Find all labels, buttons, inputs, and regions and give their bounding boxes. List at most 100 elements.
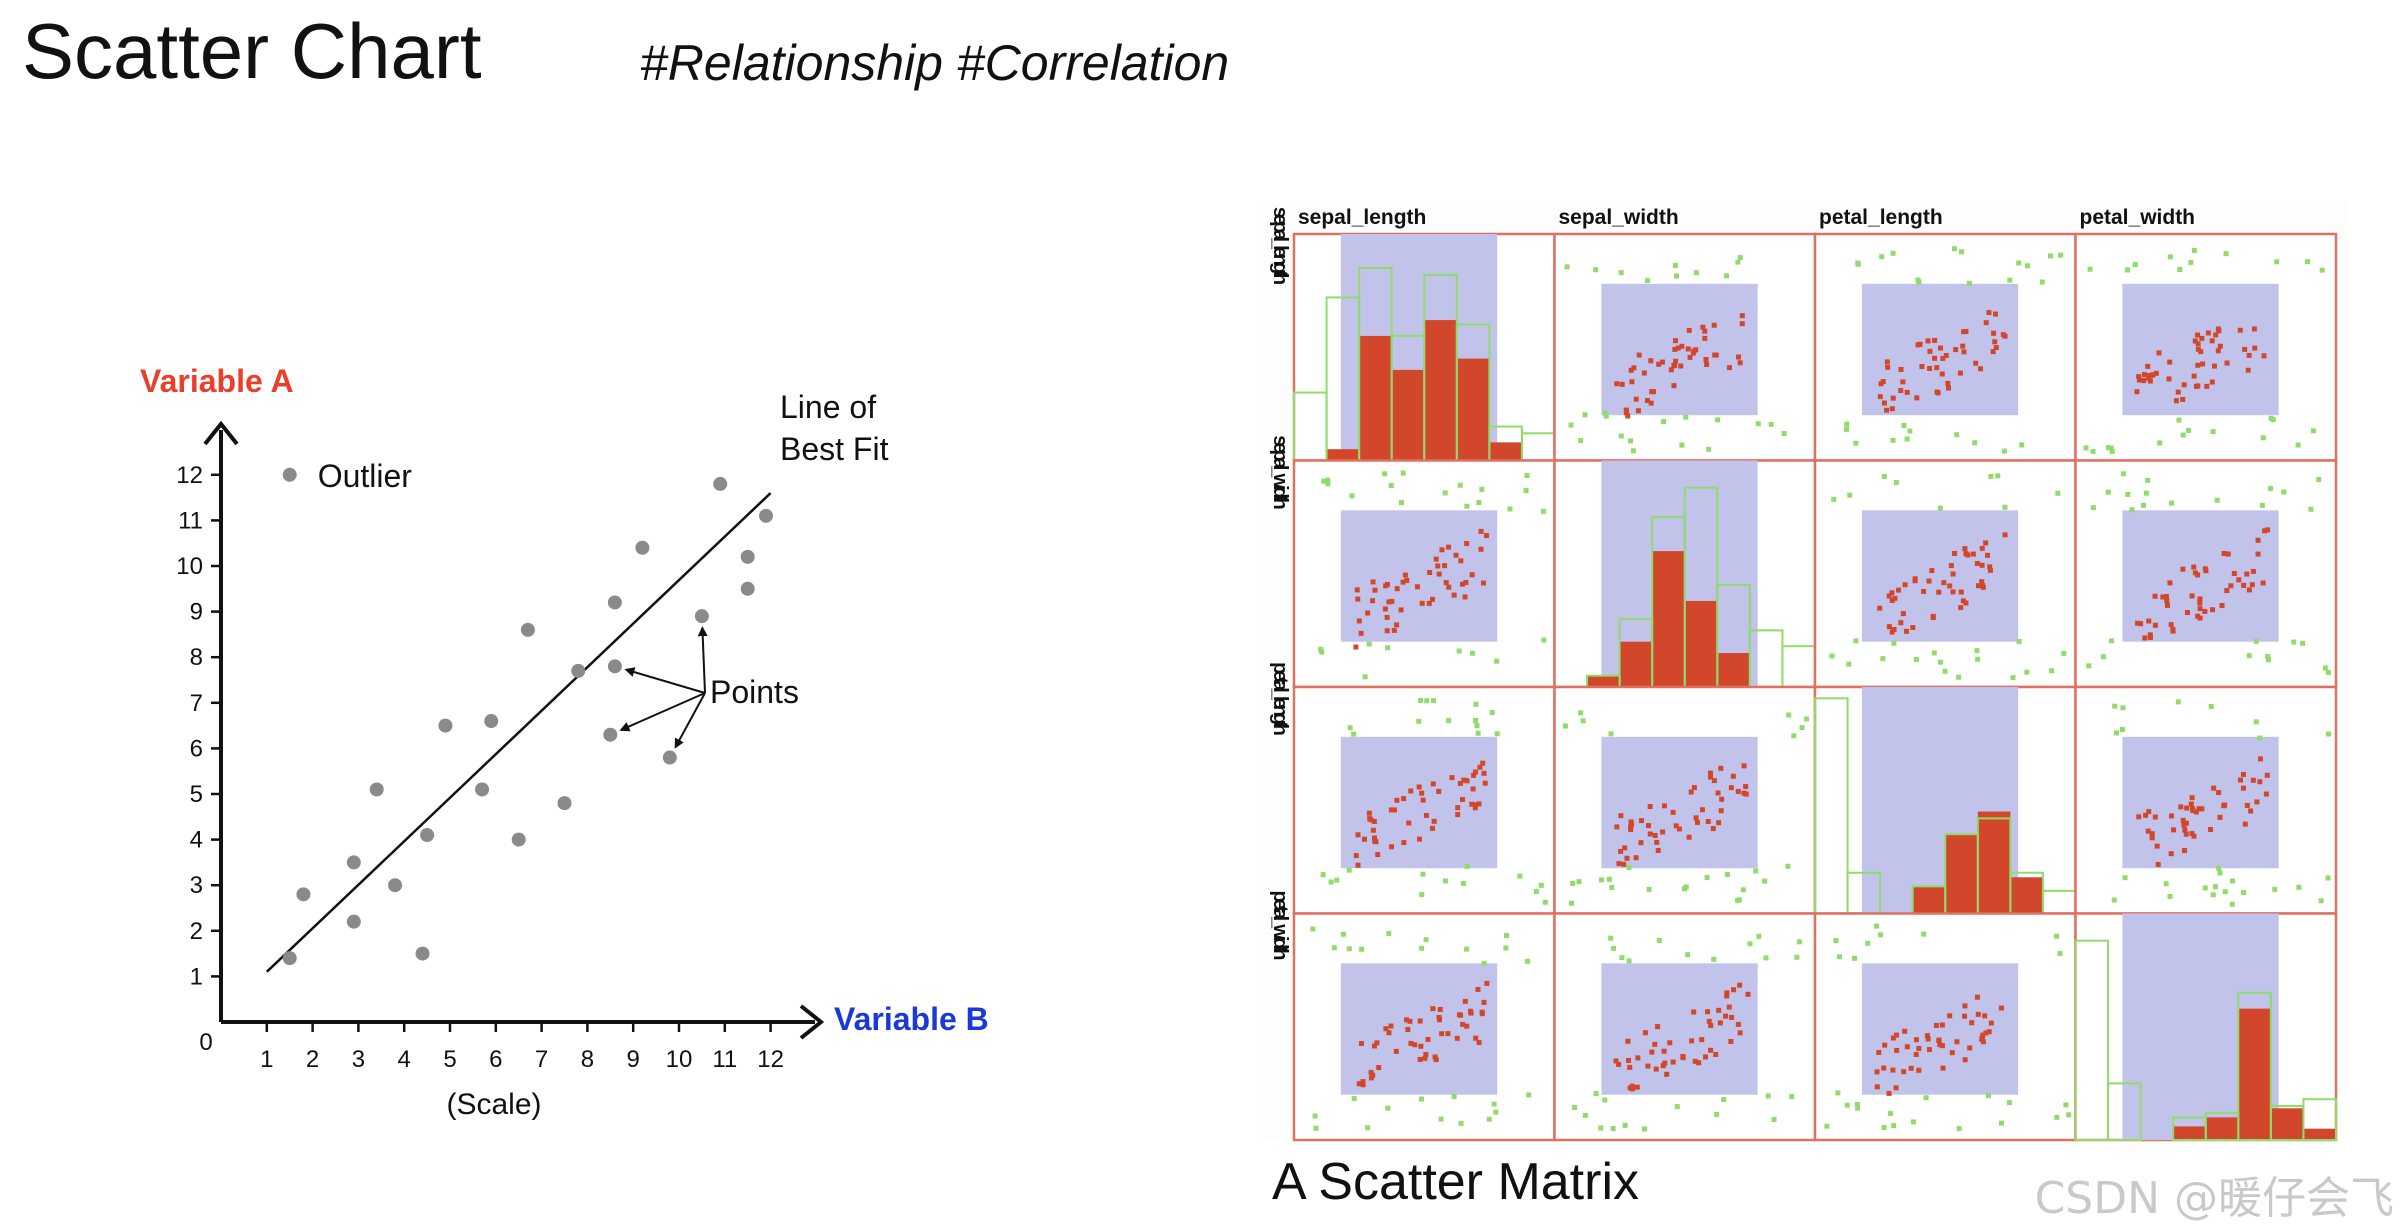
data-point bbox=[740, 581, 755, 596]
matrix-point bbox=[1974, 648, 1980, 654]
matrix-point-selected bbox=[1638, 840, 1644, 846]
matrix-point-selected bbox=[1628, 824, 1634, 830]
matrix-point-selected bbox=[2246, 352, 2252, 358]
matrix-point-selected bbox=[1949, 1050, 1955, 1056]
data-point bbox=[296, 887, 311, 902]
matrix-point-selected bbox=[2257, 756, 2263, 762]
matrix-point-selected bbox=[1402, 572, 1408, 578]
matrix-point bbox=[1714, 1111, 1720, 1117]
matrix-point bbox=[2058, 252, 2064, 258]
data-point bbox=[388, 878, 403, 893]
matrix-point-selected bbox=[1932, 337, 1938, 343]
matrix-point bbox=[1431, 698, 1437, 704]
matrix-point-selected bbox=[2181, 382, 2187, 388]
matrix-point-selected bbox=[1353, 853, 1359, 859]
matrix-point-selected bbox=[1472, 769, 1478, 775]
matrix-point-selected bbox=[1979, 582, 1985, 588]
matrix-point-selected bbox=[1678, 363, 1684, 369]
matrix-point bbox=[1618, 270, 1624, 276]
matrix-point-selected bbox=[1384, 581, 1390, 587]
matrix-point-selected bbox=[1898, 388, 1904, 394]
matrix-point-selected bbox=[1904, 389, 1910, 395]
matrix-point-selected bbox=[2164, 598, 2170, 604]
matrix-point bbox=[2295, 442, 2301, 448]
matrix-point bbox=[1489, 709, 1495, 715]
x-tick: 9 bbox=[627, 1022, 640, 1073]
matrix-point-selected bbox=[1618, 813, 1624, 819]
matrix-point bbox=[1382, 471, 1388, 477]
x-tick: 8 bbox=[581, 1022, 594, 1073]
matrix-point-selected bbox=[2210, 607, 2216, 613]
matrix-point bbox=[1661, 419, 1667, 425]
matrix-point bbox=[1855, 1105, 1861, 1111]
matrix-point bbox=[1362, 674, 1368, 680]
matrix-point-selected bbox=[1623, 410, 1629, 416]
matrix-point-selected bbox=[1716, 1007, 1722, 1013]
matrix-point-selected bbox=[1978, 366, 1984, 372]
matrix-point-selected bbox=[1477, 764, 1483, 770]
matrix-point-selected bbox=[1455, 805, 1461, 811]
matrix-point-selected bbox=[1979, 562, 1985, 568]
matrix-point-selected bbox=[1940, 355, 1946, 361]
best-fit-label-line2: Best Fit bbox=[780, 431, 889, 467]
matrix-point bbox=[1785, 863, 1791, 869]
matrix-point-selected bbox=[1708, 1023, 1714, 1029]
matrix-point bbox=[1756, 933, 1762, 939]
data-point bbox=[415, 946, 430, 961]
matrix-point bbox=[2083, 445, 2089, 451]
matrix-point-selected bbox=[1983, 540, 1989, 546]
matrix-point-selected bbox=[2217, 814, 2223, 820]
matrix-point-selected bbox=[1672, 346, 1678, 352]
matrix-point-selected bbox=[1893, 1032, 1899, 1038]
matrix-point-selected bbox=[1943, 353, 1949, 359]
matrix-point-selected bbox=[2211, 785, 2217, 791]
matrix-point-selected bbox=[1414, 584, 1420, 590]
y-tick: 3 bbox=[190, 872, 221, 899]
matrix-cell bbox=[2074, 459, 2338, 689]
data-point bbox=[484, 714, 499, 729]
matrix-point-selected bbox=[1986, 310, 1992, 316]
matrix-point-selected bbox=[2164, 602, 2170, 608]
matrix-point-selected bbox=[1976, 583, 1982, 589]
matrix-point-selected bbox=[1724, 990, 1730, 996]
matrix-point-selected bbox=[1935, 390, 1941, 396]
matrix-point bbox=[1835, 1090, 1841, 1096]
matrix-point-selected bbox=[2215, 348, 2221, 354]
matrix-point bbox=[1626, 958, 1632, 964]
matrix-point bbox=[2143, 490, 2149, 496]
matrix-point bbox=[1799, 725, 1805, 731]
y-tick: 9 bbox=[190, 599, 221, 626]
matrix-point-selected bbox=[1917, 341, 1923, 347]
matrix-point bbox=[1956, 674, 1962, 680]
matrix-point bbox=[1388, 483, 1394, 489]
matrix-point-selected bbox=[1948, 563, 1954, 569]
matrix-point-selected bbox=[1649, 1049, 1655, 1055]
matrix-point bbox=[1921, 931, 1927, 937]
matrix-point-selected bbox=[1361, 836, 1367, 842]
matrix-point bbox=[2274, 259, 2280, 265]
matrix-point-selected bbox=[1979, 545, 1985, 551]
matrix-point bbox=[1318, 646, 1324, 652]
matrix-point bbox=[1755, 421, 1761, 427]
matrix-point-selected bbox=[1713, 1051, 1719, 1057]
matrix-point-selected bbox=[2202, 608, 2208, 614]
matrix-cell bbox=[1813, 912, 2077, 1142]
matrix-point-selected bbox=[1360, 1082, 1366, 1088]
histogram-bar-selected bbox=[1684, 600, 1718, 687]
matrix-point-selected bbox=[1973, 360, 1979, 366]
matrix-point-selected bbox=[1878, 381, 1884, 387]
matrix-column-header: sepal_width bbox=[1559, 206, 1679, 229]
matrix-point-selected bbox=[1664, 1071, 1670, 1077]
matrix-point-selected bbox=[2231, 570, 2237, 576]
matrix-point-selected bbox=[1370, 579, 1376, 585]
matrix-point-selected bbox=[1628, 367, 1634, 373]
matrix-point bbox=[2066, 1112, 2072, 1118]
matrix-point bbox=[1517, 873, 1523, 879]
matrix-point-selected bbox=[1737, 982, 1743, 988]
matrix-point bbox=[1881, 473, 1887, 479]
matrix-point bbox=[2120, 471, 2126, 477]
matrix-point bbox=[1570, 880, 1576, 886]
matrix-point bbox=[2300, 640, 2306, 646]
matrix-point bbox=[1474, 723, 1480, 729]
matrix-column-header: sepal_length bbox=[1298, 206, 1426, 229]
